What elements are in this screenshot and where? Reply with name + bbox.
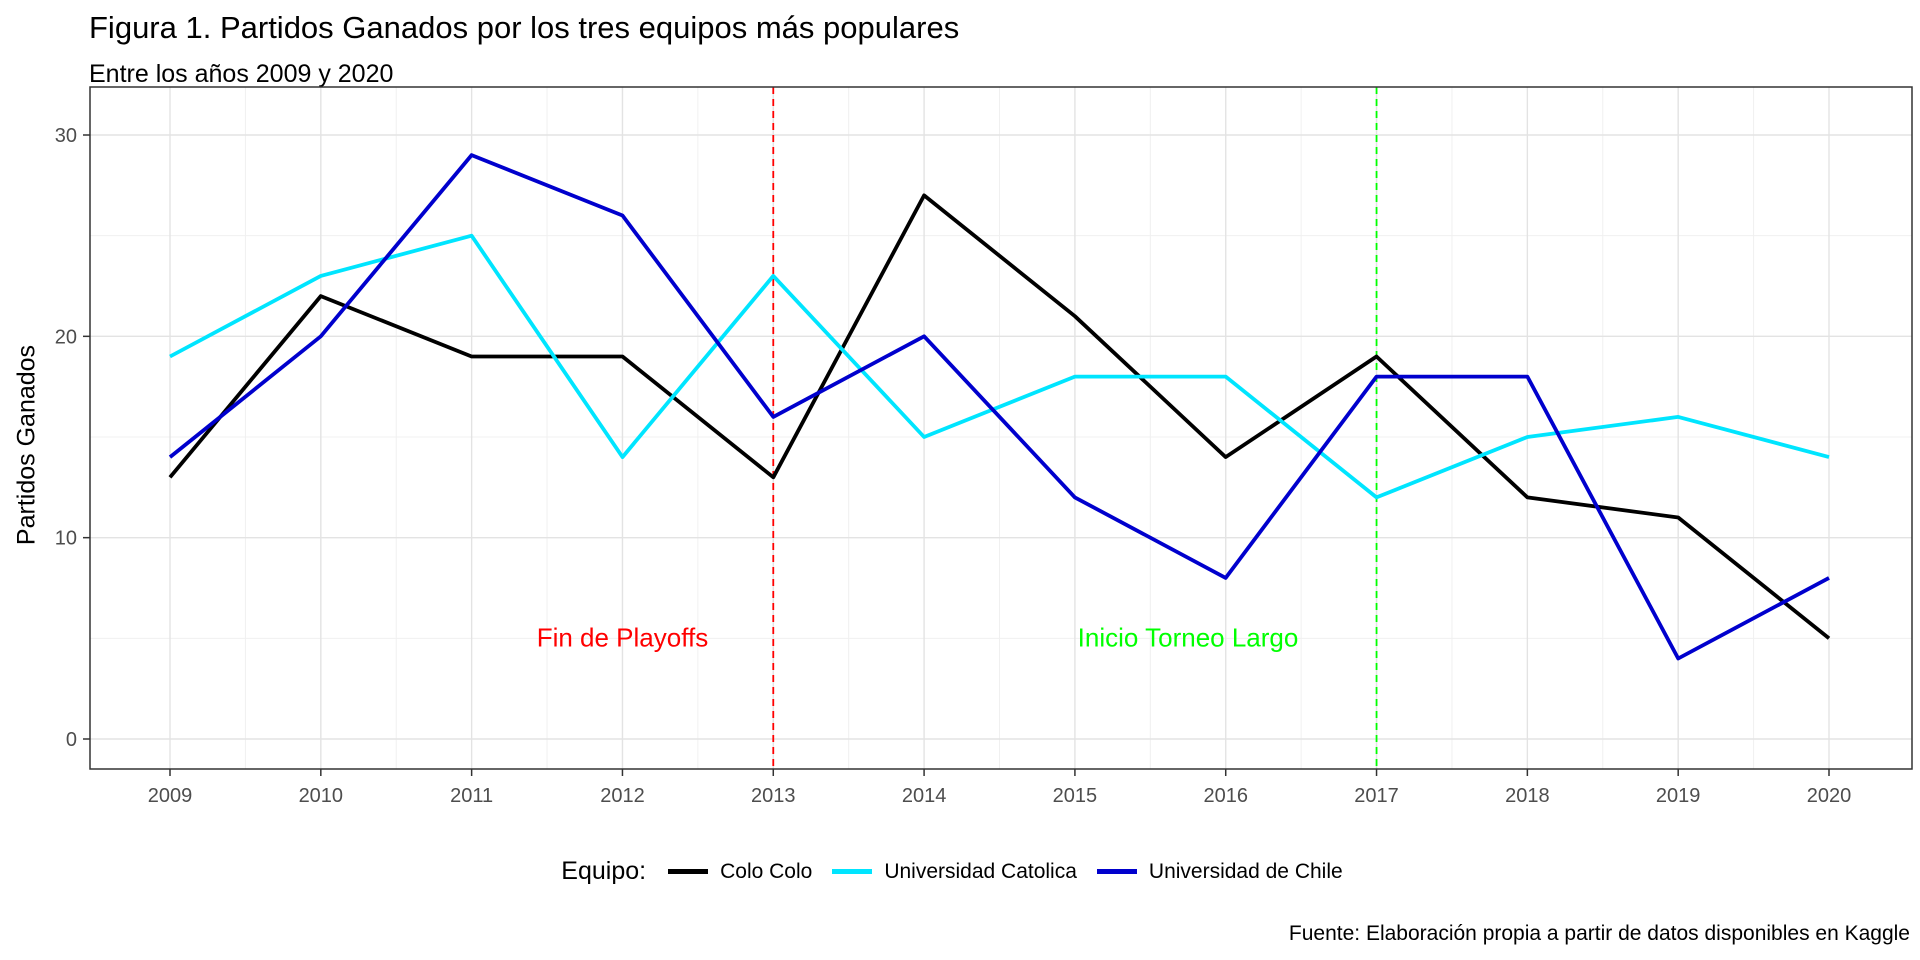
minor-gridlines — [90, 87, 1912, 769]
y-tick-label: 30 — [55, 125, 77, 147]
series-line-colo-colo — [168, 193, 1831, 640]
x-tick-label: 2011 — [450, 785, 493, 807]
x-tick-label: 2020 — [1807, 785, 1852, 807]
x-tick-label: 2019 — [1656, 785, 1701, 807]
annotation-label: Inicio Torneo Largo — [1078, 622, 1299, 652]
x-tick-label: 2015 — [1053, 785, 1098, 807]
y-tick-label: 20 — [55, 326, 77, 348]
x-tick-label: 2010 — [299, 785, 344, 807]
y-tick-label: 10 — [55, 528, 77, 550]
y-tick-label: 0 — [66, 729, 77, 751]
legend-label: Universidad de Chile — [1148, 859, 1343, 883]
series-lines — [168, 153, 1831, 661]
chart-caption: Fuente: Elaboración propia a partir de d… — [1288, 922, 1910, 945]
x-tick-label: 2009 — [148, 785, 193, 807]
legend-key-universidad-catolica — [832, 869, 873, 874]
legend-label: Colo Colo — [720, 859, 813, 883]
x-tick-label: 2014 — [902, 785, 947, 807]
panel-border — [89, 86, 1913, 770]
x-tick-label: 2013 — [751, 785, 796, 807]
annotation-label: Fin de Playoffs — [537, 622, 709, 652]
legend-label: Universidad Catolica — [884, 859, 1077, 883]
reference-lines — [772, 87, 1378, 769]
axes: 2009 2010 2011 2012 2013 2014 2015 2016 2017 2018… — [55, 125, 1852, 807]
major-gridlines — [90, 87, 1912, 769]
x-tick-label: 2018 — [1505, 785, 1550, 807]
legend: Equipo: Colo Colo Universidad Catolica U… — [0, 857, 1920, 886]
legend-item-universidad-de-chile: Universidad de Chile — [1093, 860, 1343, 884]
legend-item-colo-colo: Colo Colo — [664, 860, 812, 884]
legend-item-universidad-catolica: Universidad Catolica — [828, 860, 1077, 884]
series-line-universidad-catolica — [169, 233, 1830, 500]
annotations: Fin de Playoffs Inicio Torneo Largo — [537, 622, 1299, 652]
chart-subtitle: Entre los años 2009 y 2020 — [89, 60, 394, 88]
chart-title: Figura 1. Partidos Ganados por los tres … — [89, 10, 960, 45]
x-tick-label: 2016 — [1203, 785, 1248, 807]
legend-key-colo-colo — [668, 869, 709, 874]
legend-title: Equipo: — [561, 857, 647, 885]
legend-key-universidad-de-chile — [1096, 869, 1137, 874]
x-tick-label: 2017 — [1354, 785, 1399, 807]
series-line-universidad-de-chile — [168, 153, 1830, 661]
x-tick-label: 2012 — [600, 785, 645, 807]
